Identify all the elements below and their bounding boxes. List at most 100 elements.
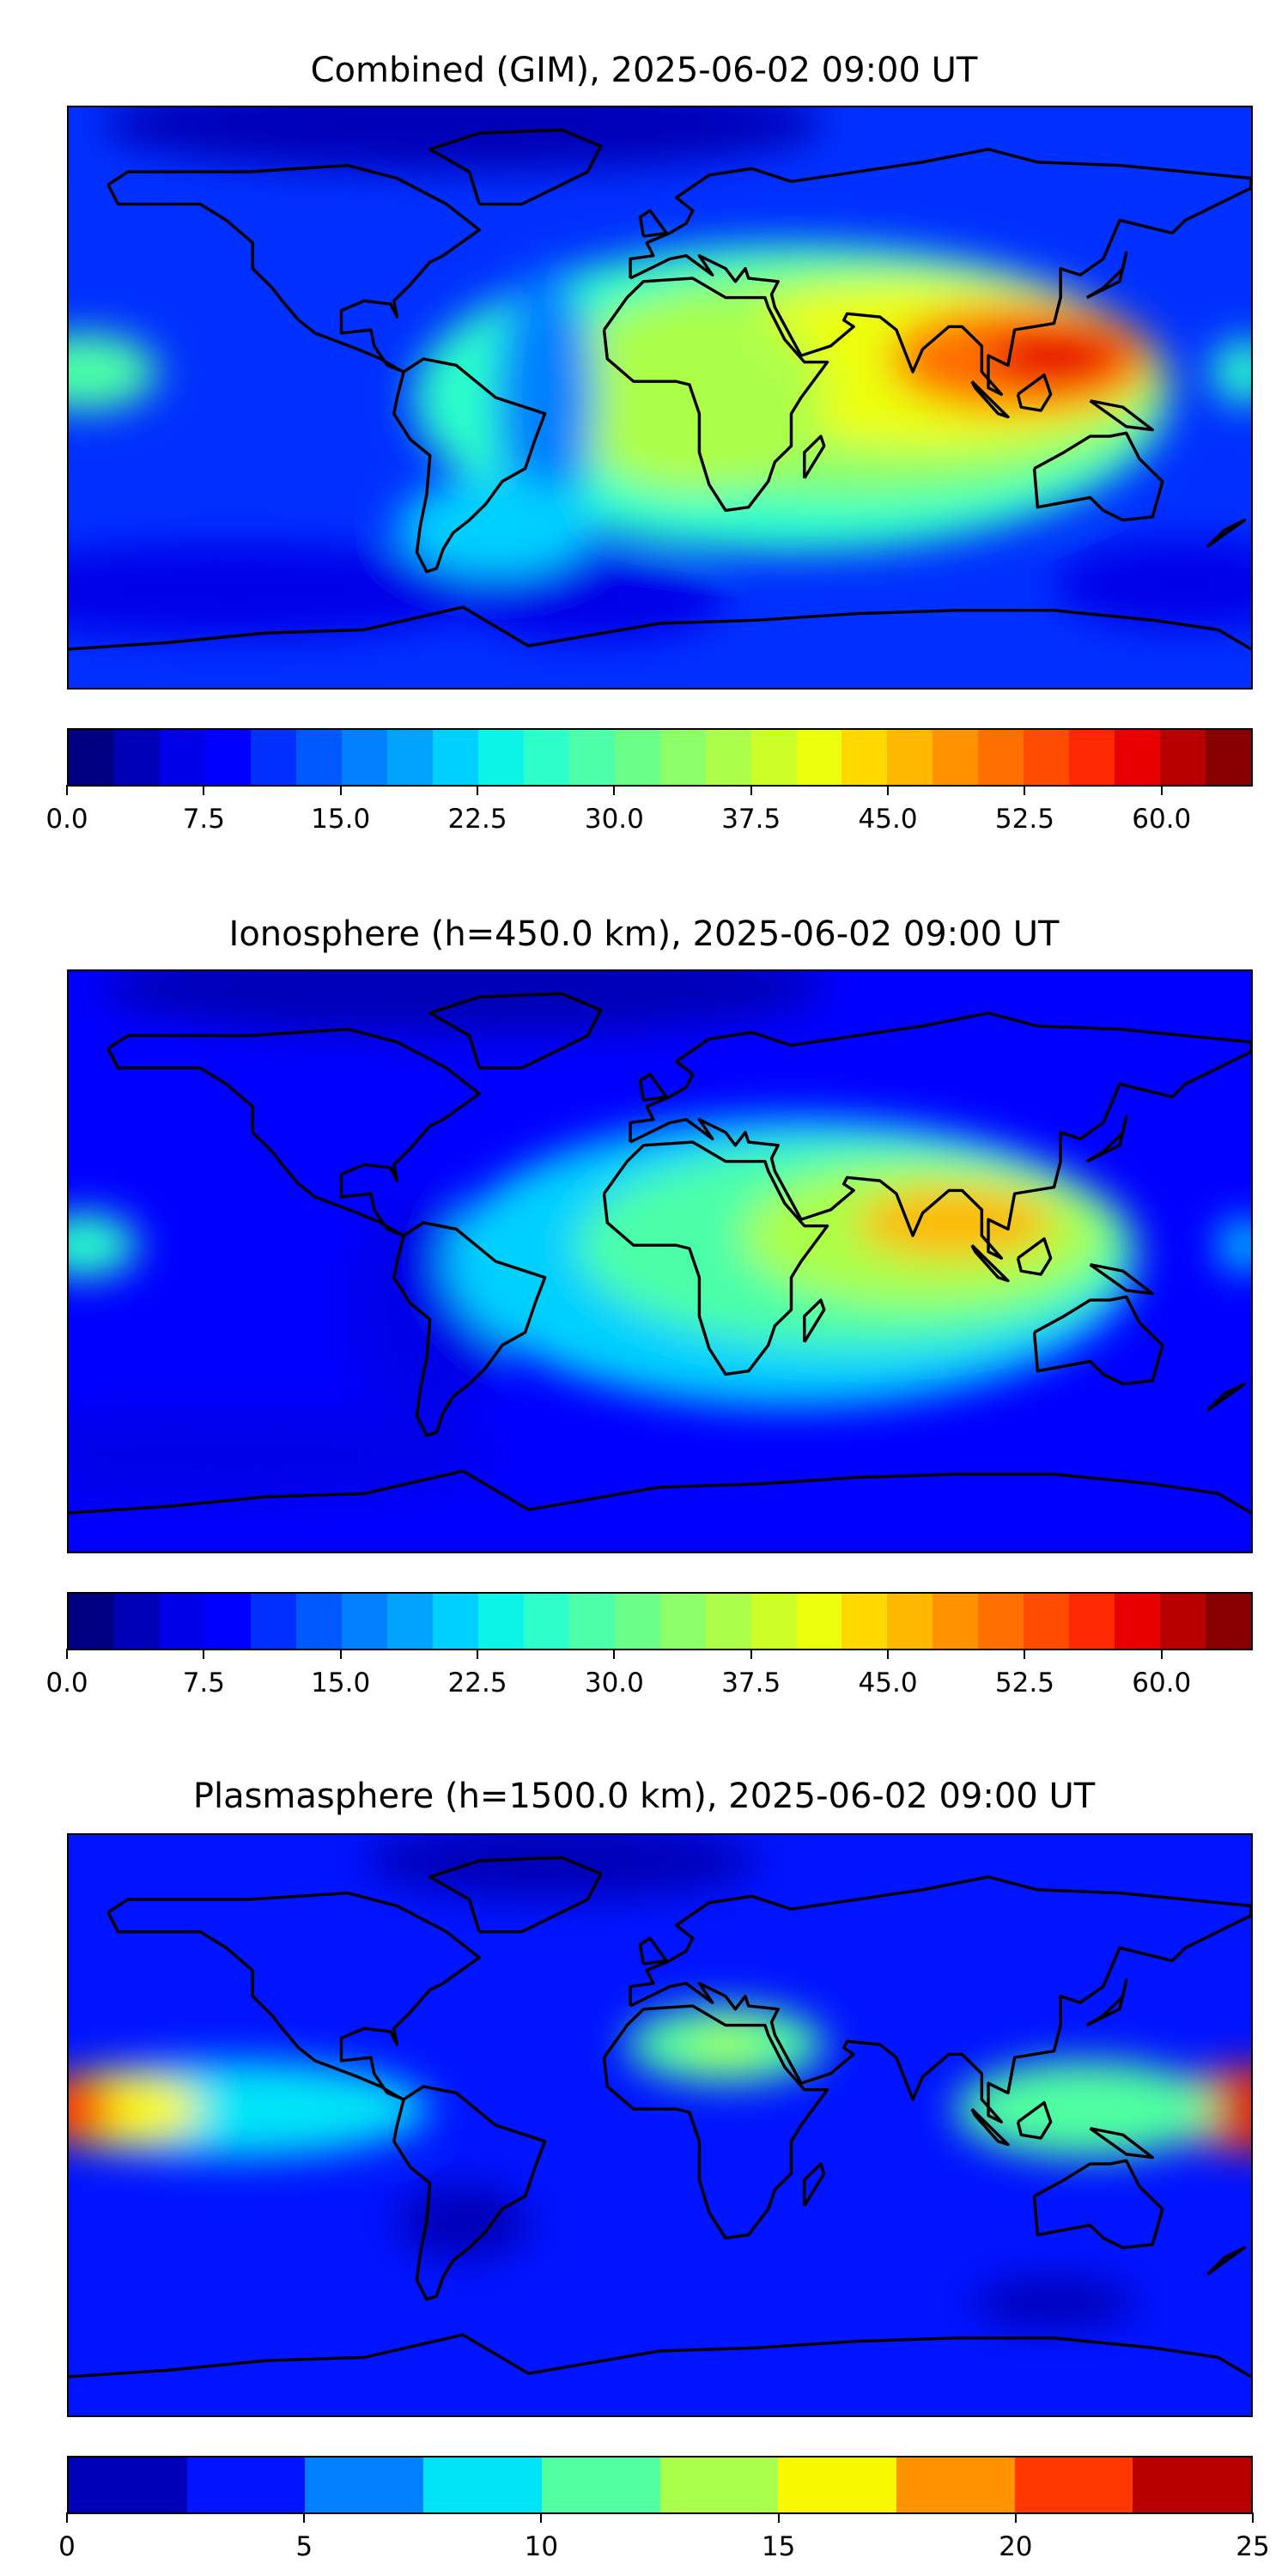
field-contour-region: [686, 2028, 765, 2061]
colorbar-ionosphere: [67, 1592, 1253, 1650]
coastline-south-america: [392, 2085, 547, 2301]
field-contour-region: [1218, 1219, 1251, 1272]
colorbar-segment: [69, 1594, 114, 1649]
colorbar-tick-label: 25: [1236, 2531, 1270, 2562]
colorbar-tick-label: 37.5: [721, 1668, 781, 1698]
colorbar-segment: [250, 730, 296, 785]
colorbar-tick-mark: [1160, 1649, 1163, 1659]
colorbar-tick-mark: [887, 785, 890, 795]
coastline-sumatra: [970, 380, 1010, 419]
coastline-britain: [638, 209, 668, 238]
colorbar-ticks-combined: 0.0 7.5 15.0 22.5 30.0 37.5 45.0 52.5 60.0: [46, 785, 1253, 845]
coastline-new-guinea: [1089, 2127, 1154, 2160]
colorbar-segment: [796, 730, 842, 785]
colorbar-segment: [1115, 730, 1161, 785]
coastline-new-zealand: [1206, 1382, 1247, 1412]
coastline-africa: [602, 276, 829, 513]
coastline-australia: [1032, 1295, 1164, 1386]
colorbar-tick-label: 10: [524, 2531, 559, 2562]
colorbar-tick-mark: [1160, 785, 1163, 795]
colorbar-segment: [204, 1594, 251, 1649]
colorbar-ticks-ionosphere: 0.0 7.5 15.0 22.5 30.0 37.5 45.0 52.5 60.0: [46, 1649, 1253, 1709]
coastline-south-america: [392, 1221, 547, 1437]
colorbar-tick-mark: [477, 785, 479, 795]
map-svg: [69, 1835, 1251, 2415]
colorbar-segment: [933, 730, 979, 785]
colorbar-combined: [67, 728, 1253, 787]
coastline-britain: [638, 1936, 668, 1965]
map-combined: [67, 106, 1253, 690]
map-svg: [69, 971, 1251, 1552]
colorbar-tick-label: 7.5: [182, 804, 225, 835]
coastline-britain: [638, 1072, 668, 1102]
colorbar-tick-mark: [203, 1649, 205, 1659]
coastline-north-america: [106, 1027, 481, 1237]
coastline-eurasia: [629, 1875, 1251, 2123]
colorbar-tick-label: 45.0: [858, 1668, 918, 1698]
colorbar-segment: [659, 1594, 706, 1649]
colorbar-segment: [204, 730, 251, 785]
colorbar-segment: [295, 1594, 342, 1649]
colorbar-segment: [841, 1594, 888, 1649]
colorbar-tick-label: 0.0: [46, 804, 88, 835]
colorbar-segment: [186, 2458, 306, 2512]
coastline-eurasia: [629, 1012, 1251, 1260]
colorbar-segment: [933, 1594, 979, 1649]
colorbar-tick-mark: [66, 1649, 68, 1659]
colorbar-tick-mark: [303, 2512, 306, 2523]
colorbar-tick-label: 30.0: [584, 804, 644, 835]
colorbar-tick-mark: [339, 785, 342, 795]
colorbar-segment: [1069, 730, 1115, 785]
colorbar-segment: [978, 730, 1024, 785]
coastline-borneo: [1016, 374, 1053, 412]
colorbar-segment: [1115, 1594, 1161, 1649]
coastline-africa: [602, 1140, 829, 1376]
colorbar-tick-mark: [887, 1649, 890, 1659]
colorbar-segment: [796, 1594, 842, 1649]
map-plasmasphere: [67, 1833, 1253, 2417]
colorbar-segment: [887, 730, 933, 785]
colorbar-segment: [1206, 1594, 1252, 1649]
colorbar-tick-label: 22.5: [447, 804, 507, 835]
coastline-antarctica: [69, 2333, 1251, 2379]
coastline-madagascar: [803, 1298, 826, 1343]
colorbar-segment: [386, 1594, 433, 1649]
colorbar-tick-mark: [1014, 2512, 1017, 2523]
colorbar-segment: [69, 730, 114, 785]
colorbar-segment: [295, 730, 342, 785]
colorbar-tick-label: 52.5: [994, 1668, 1054, 1698]
map-ionosphere: [67, 969, 1253, 1553]
coastline-africa: [602, 2004, 829, 2240]
coastline-greenland: [428, 992, 603, 1070]
coastline-north-america: [106, 163, 481, 374]
field-contour-region: [364, 1835, 759, 1900]
colorbar-segment: [705, 1594, 751, 1649]
colorbar-segment: [750, 730, 797, 785]
colorbar-segment: [341, 730, 387, 785]
colorbar-tick-mark: [339, 1649, 342, 1659]
colorbar-segment: [568, 730, 615, 785]
panel-title-plasmasphere: Plasmasphere (h=1500.0 km), 2025-06-02 0…: [192, 1777, 1096, 1816]
field-contour-region: [463, 552, 726, 643]
colorbar-tick-mark: [477, 1649, 479, 1659]
coastline-japan: [1085, 251, 1128, 300]
coastline-australia: [1032, 2159, 1164, 2250]
coastline-sumatra: [970, 2108, 1010, 2147]
coastline-new-guinea: [1089, 1263, 1154, 1296]
colorbar-segment: [659, 2458, 779, 2512]
colorbar-tick-mark: [613, 1649, 616, 1659]
field-contour-region: [971, 2276, 1137, 2329]
colorbar-tick-mark: [66, 2512, 68, 2523]
colorbar-tick-label: 37.5: [721, 804, 781, 835]
colorbar-segment: [159, 1594, 205, 1649]
colorbar-segment: [841, 730, 888, 785]
colorbar-segment: [432, 730, 478, 785]
colorbar-tick-label: 60.0: [1132, 1668, 1192, 1698]
colorbar-ticks-plasmasphere: 0 5 10 15 20 25: [58, 2512, 1270, 2573]
colorbar-tick-mark: [613, 785, 616, 795]
colorbar-tick-label: 0.0: [46, 1668, 88, 1698]
colorbar-tick-mark: [750, 785, 752, 795]
field-contour-region: [955, 2060, 1218, 2158]
field-contour-region: [495, 268, 594, 527]
field-contour-region: [69, 1406, 496, 1504]
